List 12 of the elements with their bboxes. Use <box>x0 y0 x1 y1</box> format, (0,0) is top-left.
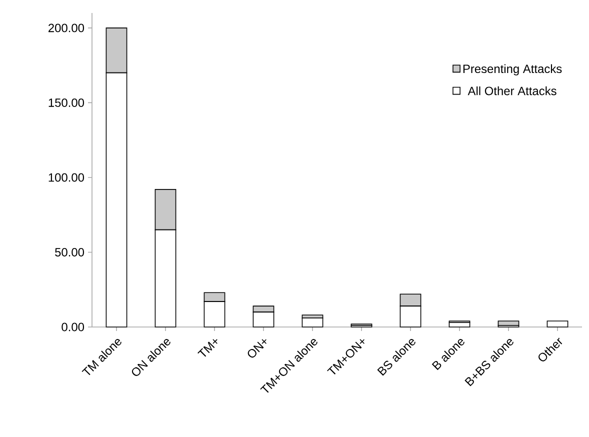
y-tick-label: 200.00 <box>48 24 84 32</box>
y-tick-label: 100.00 <box>48 173 84 182</box>
x-tick-label: TM+ <box>198 339 218 357</box>
bar <box>546 320 568 328</box>
y-tick-label: 50.00 <box>55 248 84 256</box>
y-tick-label: 0.00 <box>62 322 84 332</box>
legend-label: All Other Attacks <box>468 86 556 96</box>
legend-label: Presenting Attacks <box>463 64 562 76</box>
bar <box>448 322 470 328</box>
y-tick-label: 150.00 <box>48 98 84 107</box>
bar <box>302 318 324 328</box>
x-tick-label: ON+ <box>248 339 266 358</box>
